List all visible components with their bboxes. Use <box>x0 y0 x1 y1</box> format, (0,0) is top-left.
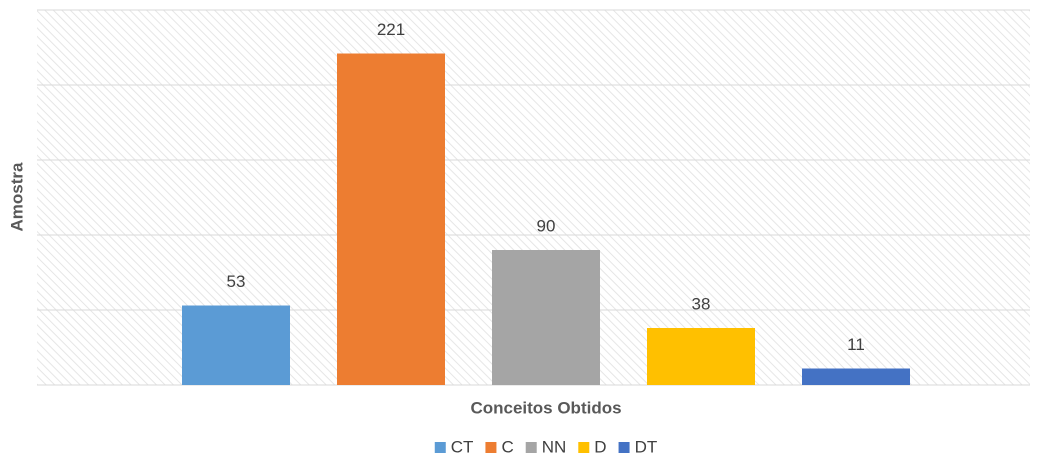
legend-swatch <box>525 442 537 453</box>
bar <box>647 328 755 385</box>
bar <box>337 53 445 385</box>
value-label: 11 <box>847 335 865 354</box>
bar <box>182 305 290 385</box>
legend-swatch <box>485 442 497 453</box>
value-label: 90 <box>537 216 556 235</box>
legend-label: CT <box>451 437 474 456</box>
bar <box>802 368 910 385</box>
legend-label: D <box>594 437 606 456</box>
legend-swatch <box>434 442 446 453</box>
legend-label: C <box>501 437 513 456</box>
y-axis-title: Amostra <box>7 162 26 232</box>
legend-swatch <box>578 442 590 453</box>
value-label: 221 <box>377 20 405 39</box>
bar <box>492 250 600 385</box>
legend-swatch <box>618 442 630 453</box>
legend-label: DT <box>635 437 658 456</box>
x-axis-title: Conceitos Obtidos <box>470 398 621 417</box>
value-label: 53 <box>227 272 246 291</box>
value-label: 38 <box>692 294 711 313</box>
legend-label: NN <box>542 437 567 456</box>
